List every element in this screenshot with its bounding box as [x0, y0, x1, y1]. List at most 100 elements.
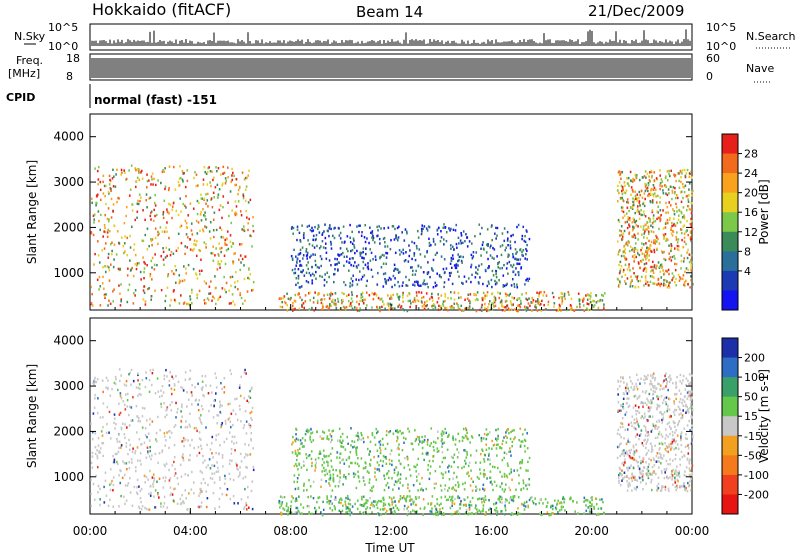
scatter-point — [182, 172, 185, 175]
scatter-point — [237, 192, 239, 196]
scatter-point — [311, 265, 313, 269]
scatter-point — [685, 208, 688, 212]
scatter-point — [280, 297, 283, 300]
scatter-point — [93, 221, 95, 224]
scatter-point — [319, 298, 322, 302]
scatter-point — [224, 238, 227, 242]
scatter-point — [116, 440, 119, 443]
scatter-point — [641, 196, 644, 199]
scatter-point — [418, 291, 420, 294]
scatter-point — [657, 216, 660, 219]
scatter-point — [213, 464, 216, 468]
scatter-point — [107, 266, 110, 269]
scatter-point — [358, 309, 361, 312]
scatter-point — [308, 505, 310, 508]
scatter-point — [228, 431, 231, 434]
scatter-point — [203, 299, 206, 302]
scatter-point — [590, 504, 593, 508]
scatter-point — [474, 506, 477, 510]
scatter-point — [328, 304, 331, 307]
scatter-point — [678, 276, 681, 279]
scatter-point — [510, 430, 512, 434]
scatter-point — [229, 240, 232, 244]
scatter-point — [114, 427, 116, 430]
scatter-point — [99, 416, 102, 419]
scatter-point — [653, 171, 656, 174]
scatter-point — [226, 230, 229, 233]
scatter-point — [510, 302, 512, 305]
scatter-point — [312, 296, 315, 300]
scatter-point — [516, 283, 518, 286]
scatter-point — [687, 282, 689, 286]
scatter-point — [651, 201, 654, 204]
scatter-point — [321, 240, 324, 243]
scatter-point — [333, 272, 336, 276]
scatter-point — [632, 203, 635, 207]
scatter-point — [638, 262, 640, 265]
scatter-point — [205, 226, 208, 229]
scatter-point — [674, 186, 676, 190]
scatter-point — [622, 199, 625, 203]
scatter-point — [498, 307, 500, 310]
scatter-point — [130, 225, 133, 229]
scatter-point — [617, 253, 620, 256]
scatter-point — [462, 230, 465, 233]
scatter-point — [164, 187, 166, 191]
scatter-point — [365, 291, 368, 294]
scatter-point — [629, 285, 632, 288]
scatter-point — [199, 249, 202, 253]
scatter-point — [504, 309, 506, 312]
scatter-point — [689, 275, 692, 278]
scatter-point — [331, 292, 334, 296]
scatter-point — [140, 278, 142, 281]
scatter-point — [309, 256, 311, 259]
scatter-point — [166, 230, 168, 233]
scatter-point — [159, 428, 161, 432]
scatter-point — [375, 294, 378, 297]
scatter-point — [403, 308, 406, 312]
scatter-point — [177, 232, 180, 236]
scatter-point — [143, 270, 145, 274]
scatter-point — [149, 369, 152, 372]
scatter-point — [643, 262, 646, 266]
scatter-point — [442, 226, 445, 229]
noise-tick-bottom-left: 10^0 — [48, 40, 78, 53]
scatter-point — [450, 247, 452, 250]
scatter-point — [360, 296, 362, 299]
scatter-point — [674, 174, 677, 177]
scatter-point — [335, 498, 337, 501]
scatter-point — [394, 277, 396, 280]
scatter-point — [656, 210, 659, 213]
scatter-point — [687, 268, 690, 272]
scatter-point — [116, 460, 118, 464]
scatter-point — [145, 377, 148, 380]
scatter-point — [324, 473, 326, 477]
scatter-point — [321, 232, 324, 235]
scatter-point — [374, 443, 377, 446]
scatter-point — [153, 477, 156, 481]
scatter-point — [376, 305, 378, 309]
scatter-point — [675, 179, 677, 183]
scatter-point — [359, 299, 361, 303]
scatter-point — [396, 506, 399, 510]
scatter-point — [125, 499, 128, 502]
scatter-point — [338, 501, 340, 504]
scatter-point — [316, 265, 319, 269]
scatter-point — [150, 239, 153, 243]
scatter-point — [687, 204, 689, 208]
scatter-point — [141, 177, 144, 180]
scatter-point — [164, 415, 166, 419]
scatter-point — [630, 280, 633, 284]
scatter-point — [641, 213, 643, 217]
scatter-point — [195, 184, 198, 188]
scatter-point — [441, 442, 444, 445]
scatter-point — [451, 495, 454, 498]
scatter-point — [682, 185, 685, 189]
scatter-point — [178, 177, 181, 180]
scatter-point — [334, 299, 337, 302]
scatter-point — [108, 192, 110, 195]
scatter-point — [394, 307, 396, 310]
scatter-point — [498, 496, 501, 500]
scatter-point — [302, 506, 305, 509]
colorbar-swatch — [722, 153, 738, 174]
